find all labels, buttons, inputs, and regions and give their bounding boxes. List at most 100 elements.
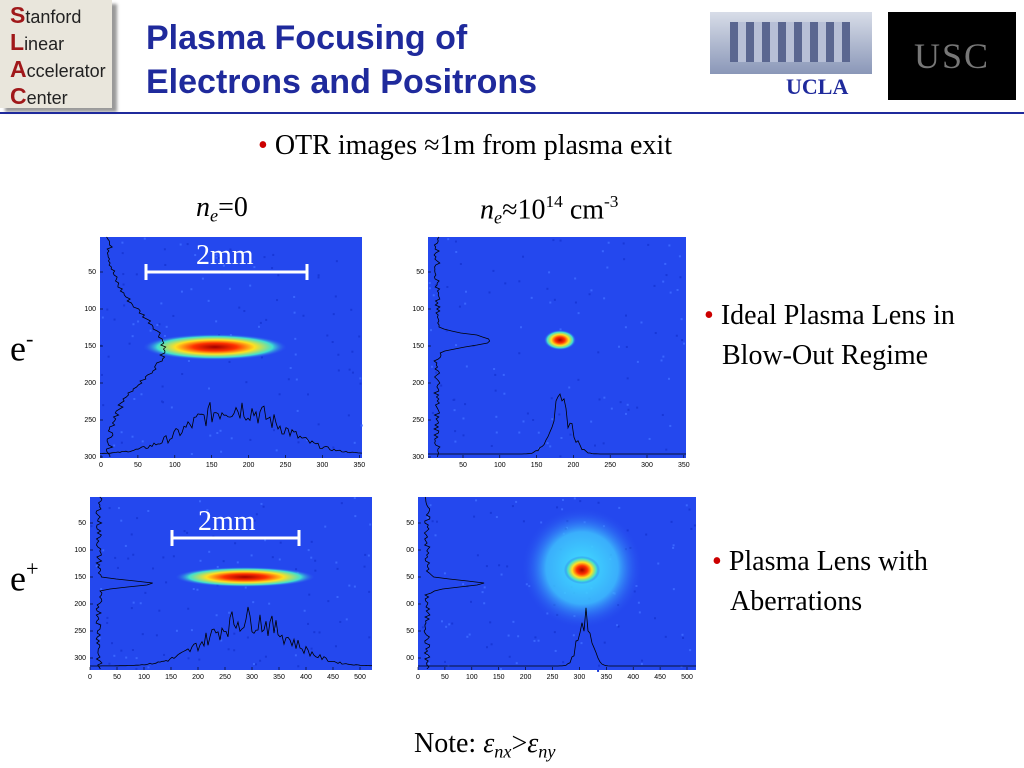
noise [638,611,641,614]
noise [243,310,246,313]
noise [262,505,265,508]
bullet: • Ideal Plasma Lens in Blow-Out Regime [704,296,955,376]
noise [483,602,486,605]
noise [245,381,248,384]
noise [332,446,335,449]
y-tick-label: 200 [74,601,86,608]
noise [276,299,279,302]
y-tick-label: 200 [84,380,96,387]
y-tick-label: 300 [412,454,424,461]
noise [187,359,190,362]
y-tick-label: 100 [84,306,96,313]
noise [434,283,437,286]
x-tick-label: 350 [353,462,365,469]
noise [430,329,433,332]
noise [308,593,311,596]
noise [572,634,575,637]
noise [641,659,644,662]
noise [616,624,619,627]
noise [473,515,476,518]
noise [550,397,553,400]
x-tick-label: 200 [192,674,204,681]
slac-logo: Stanford Linear Accelerator Center [0,0,112,109]
x-tick-label: 0 [88,674,92,681]
noise [676,288,679,291]
noise [130,607,133,610]
noise [598,664,601,667]
noise [653,284,656,287]
noise [294,654,297,657]
noise [253,519,256,522]
noise [155,634,158,637]
noise [293,295,296,298]
noise [443,572,446,575]
noise [665,448,668,451]
noise [627,408,630,411]
noise [253,266,256,269]
noise [669,291,672,294]
noise [603,641,606,644]
noise [100,373,103,376]
noise [624,326,627,329]
noise [495,516,498,519]
noise [254,663,257,666]
noise [588,293,591,296]
x-tick-label: 150 [531,462,543,469]
noise [601,250,604,253]
noise [318,631,321,634]
noise [672,544,675,547]
noise [454,440,457,443]
subtitle: • OTR images ≈1m from plasma exit [258,130,672,161]
noise [179,243,182,246]
noise [234,542,237,545]
x-tick-label: 200 [243,462,255,469]
noise [149,329,152,332]
x-tick-label: 100 [138,674,150,681]
noise [464,403,467,406]
noise [363,565,366,568]
noise [508,655,511,658]
noise [640,663,643,666]
noise [679,276,682,279]
noise [645,533,648,536]
noise [552,239,555,242]
noise [636,406,639,409]
noise [324,525,327,528]
beam-spot [564,556,600,584]
noise [556,506,559,509]
title-line: Electrons and Positrons [146,63,538,101]
noise [340,502,343,505]
noise [120,431,123,434]
noise [500,573,503,576]
noise [537,639,540,642]
noise [503,392,506,395]
x-tick-label: 50 [113,674,121,681]
noise [255,513,258,516]
noise [198,658,201,661]
noise [147,666,150,669]
noise [435,371,438,374]
x-tick-label: 350 [273,674,285,681]
noise [594,444,597,447]
y-tick-label: 250 [74,628,86,635]
x-tick-label: 500 [354,674,366,681]
noise [553,631,556,634]
noise [101,316,104,319]
noise [162,556,165,559]
noise [209,434,212,437]
noise [431,411,434,414]
noise [579,500,582,503]
y-tick-label: 50 [88,269,96,276]
x-tick-label: 400 [300,674,312,681]
noise [156,323,159,326]
noise [511,505,514,508]
x-tick-label: 100 [494,462,506,469]
noise [668,377,671,380]
noise [494,389,497,392]
noise [135,667,138,670]
noise [143,237,146,240]
title: Plasma Focusing of Electrons and Positro… [146,16,537,104]
noise [430,365,433,368]
noise [453,409,456,412]
noise [693,524,696,527]
